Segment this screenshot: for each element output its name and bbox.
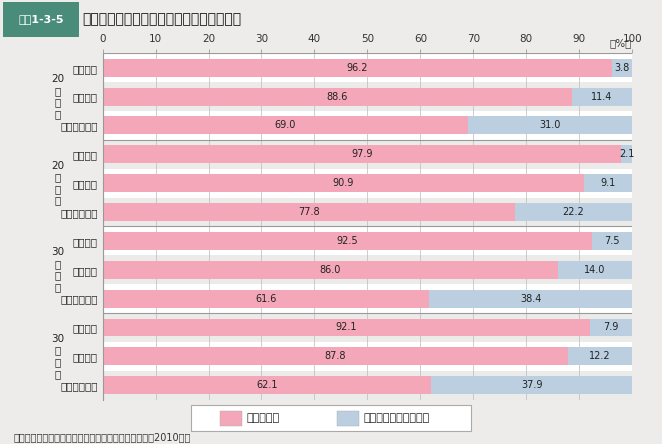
Text: 62.1: 62.1 bbox=[256, 380, 278, 390]
Text: 37.9: 37.9 bbox=[521, 380, 543, 390]
Bar bbox=[103, 289, 429, 308]
Bar bbox=[103, 174, 584, 192]
Text: 資料：内閣府「結婚・家族形成に関する意識調査」（2010年）: 資料：内閣府「結婚・家族形成に関する意識調査」（2010年） bbox=[13, 432, 191, 442]
Text: 14.0: 14.0 bbox=[585, 265, 606, 275]
Bar bbox=[558, 261, 632, 279]
Text: 61.6: 61.6 bbox=[255, 293, 277, 304]
Bar bbox=[103, 111, 632, 140]
Bar bbox=[103, 371, 632, 400]
Text: 30
代
男
性: 30 代 男 性 bbox=[51, 247, 64, 292]
Text: 12.2: 12.2 bbox=[589, 351, 611, 361]
Bar bbox=[103, 318, 591, 337]
Text: 92.1: 92.1 bbox=[336, 322, 357, 333]
Text: 30
代
女
性: 30 代 女 性 bbox=[51, 334, 64, 379]
Text: 20
代
女
性: 20 代 女 性 bbox=[51, 161, 64, 206]
Bar bbox=[468, 116, 632, 135]
Bar bbox=[103, 59, 612, 77]
Text: 9.1: 9.1 bbox=[600, 178, 616, 188]
Text: 20
代
男
性: 20 代 男 性 bbox=[51, 74, 64, 119]
Text: 87.8: 87.8 bbox=[324, 351, 346, 361]
Bar bbox=[612, 59, 632, 77]
Text: 2.1: 2.1 bbox=[619, 149, 634, 159]
Bar bbox=[103, 347, 567, 365]
Bar bbox=[220, 411, 242, 426]
Bar bbox=[103, 140, 632, 169]
Bar bbox=[103, 255, 632, 284]
Text: 69.0: 69.0 bbox=[275, 120, 296, 131]
Bar bbox=[103, 376, 432, 394]
Bar bbox=[103, 284, 632, 313]
Bar bbox=[103, 226, 632, 255]
Bar bbox=[103, 145, 621, 163]
Text: 図表1-3-5: 図表1-3-5 bbox=[19, 14, 64, 24]
Bar bbox=[584, 174, 632, 192]
Bar bbox=[103, 261, 558, 279]
Bar bbox=[103, 342, 632, 371]
Text: 11.4: 11.4 bbox=[591, 91, 613, 102]
Text: 88.6: 88.6 bbox=[326, 91, 348, 102]
Text: 恋人の有無／交際経験別の若者の結婚意向: 恋人の有無／交際経験別の若者の結婚意向 bbox=[83, 12, 242, 26]
Text: 3.8: 3.8 bbox=[614, 63, 630, 73]
Text: 結婚するつもりはない: 結婚するつもりはない bbox=[363, 413, 429, 423]
Bar bbox=[337, 411, 359, 426]
Bar bbox=[514, 203, 632, 221]
Text: 7.9: 7.9 bbox=[604, 322, 619, 333]
Text: 7.5: 7.5 bbox=[604, 236, 620, 246]
Bar bbox=[3, 2, 79, 37]
Bar bbox=[572, 87, 632, 106]
Text: 38.4: 38.4 bbox=[520, 293, 542, 304]
Bar bbox=[103, 313, 632, 342]
Bar bbox=[567, 347, 632, 365]
Bar bbox=[103, 232, 592, 250]
Text: 22.2: 22.2 bbox=[563, 207, 585, 217]
Bar bbox=[592, 232, 632, 250]
Bar bbox=[103, 198, 632, 226]
Text: 90.9: 90.9 bbox=[332, 178, 354, 188]
Bar bbox=[432, 376, 632, 394]
Bar bbox=[429, 289, 632, 308]
Text: 31.0: 31.0 bbox=[540, 120, 561, 131]
Text: （%）: （%） bbox=[610, 38, 632, 48]
Text: 92.5: 92.5 bbox=[337, 236, 358, 246]
Bar bbox=[591, 318, 632, 337]
Bar bbox=[621, 145, 632, 163]
Bar bbox=[103, 53, 632, 82]
Text: 97.9: 97.9 bbox=[351, 149, 373, 159]
Bar bbox=[103, 203, 514, 221]
Text: 結婚したい: 結婚したい bbox=[246, 413, 279, 423]
Text: 96.2: 96.2 bbox=[347, 63, 368, 73]
Bar bbox=[103, 169, 632, 198]
Bar bbox=[103, 87, 572, 106]
Bar bbox=[103, 116, 468, 135]
Text: 77.8: 77.8 bbox=[298, 207, 320, 217]
Bar bbox=[103, 82, 632, 111]
Text: 86.0: 86.0 bbox=[320, 265, 341, 275]
FancyBboxPatch shape bbox=[191, 405, 471, 432]
